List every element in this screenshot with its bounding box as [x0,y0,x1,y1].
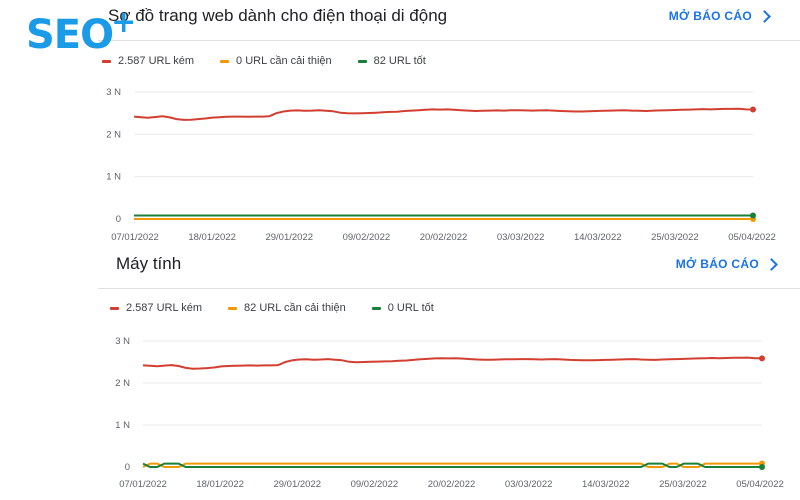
card-title: Sơ đồ trang web dành cho điện thoại di đ… [108,6,448,25]
poor-swatch-icon [110,306,119,310]
x-tick-label: 03/03/2022 [505,479,553,490]
x-tick-label: 09/02/2022 [351,479,399,490]
logo-text: SEO [26,12,114,58]
series-line[interactable] [142,462,762,468]
open-report-link[interactable]: MỞ BÁO CÁO [675,257,778,271]
x-tick-label: 09/02/2022 [343,232,391,243]
series-line[interactable] [142,356,763,370]
poor-swatch-icon [102,59,111,63]
legend-item-poor[interactable]: 2.587 URL kém [110,302,202,314]
seo-plus-logo: SEO + [26,5,137,59]
y-tick-label: 3 N [115,336,130,347]
series-end-point[interactable] [759,464,765,470]
x-tick-label: 20/02/2022 [428,479,476,490]
legend-item-good[interactable]: 0 URL tốt [371,302,434,314]
needs-improvement-swatch-icon [228,306,238,310]
y-tick-label: 3 N [106,87,121,98]
logo-plus: + [111,5,137,40]
legend-label: 82 URL cần cải thiện [244,302,346,314]
legend: 2.587 URL kém 0 URL cần cải thiện 82 URL… [102,55,426,67]
y-tick-label: 0 [125,462,130,473]
x-tick-label: 14/03/2022 [582,479,630,490]
x-tick-label: 29/01/2022 [273,479,321,490]
x-tick-label: 25/03/2022 [659,479,707,490]
legend-label: 82 URL tốt [373,55,426,67]
x-tick-label: 03/03/2022 [497,232,545,243]
legend-item-good[interactable]: 82 URL tốt [357,55,426,67]
legend-label: 0 URL tốt [387,302,434,314]
divider [98,40,800,41]
good-swatch-icon [357,59,367,63]
legend-label: 2.587 URL kém [118,55,195,67]
open-report-label: MỞ BÁO CÁO [675,257,759,271]
open-report-link[interactable]: MỞ BÁO CÁO [668,9,771,23]
x-tick-label: 07/01/2022 [119,479,167,490]
legend-label: 2.587 URL kém [126,302,203,314]
x-tick-label: 05/04/2022 [728,232,776,243]
open-report-label: MỞ BÁO CÁO [668,9,752,23]
legend-item-poor[interactable]: 2.587 URL kém [102,55,194,67]
needs-improvement-swatch-icon [220,59,230,63]
y-tick-label: 0 [116,214,121,225]
series-end-point[interactable] [750,106,756,113]
x-tick-label: 20/02/2022 [420,232,468,243]
mobile-sitemap-card: Sơ đồ trang web dành cho điện thoại di đ… [98,6,800,243]
x-tick-label: 18/01/2022 [196,479,244,490]
legend-item-needs-improvement[interactable]: 82 URL cần cải thiện [228,302,346,314]
x-tick-label: 14/03/2022 [574,232,622,243]
x-tick-label: 18/01/2022 [188,232,236,243]
x-tick-label: 25/03/2022 [651,232,699,243]
x-tick-label: 29/01/2022 [265,232,313,243]
y-tick-label: 1 N [106,172,121,183]
x-tick-label: 07/01/2022 [111,232,159,243]
series-line[interactable] [142,462,762,468]
y-tick-label: 2 N [115,378,130,389]
series-line[interactable] [133,107,754,121]
x-tick-label: 05/04/2022 [736,479,784,490]
legend: 2.587 URL kém 82 URL cần cải thiện 0 URL… [110,302,434,314]
card-title: Máy tính [116,254,182,273]
mobile-url-chart: 0 1 N 2 N 3 N 07/01/2022 18/01/2022 29/01/2022… [106,87,776,243]
divider [98,288,800,289]
series-end-point[interactable] [759,355,765,362]
series-end-point[interactable] [750,212,756,219]
y-tick-label: 2 N [106,129,121,140]
legend-label: 0 URL cần cải thiện [236,55,332,67]
y-tick-label: 1 N [115,420,130,431]
good-swatch-icon [371,306,381,310]
legend-item-needs-improvement[interactable]: 0 URL cần cải thiện [220,55,332,67]
